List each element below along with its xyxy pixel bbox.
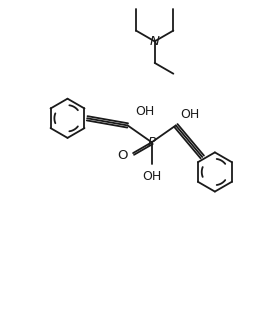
Text: P: P: [148, 136, 156, 149]
Text: OH: OH: [142, 170, 161, 183]
Text: OH: OH: [135, 105, 155, 118]
Text: OH: OH: [181, 107, 200, 121]
Text: O: O: [118, 149, 128, 161]
Text: N: N: [150, 35, 160, 48]
